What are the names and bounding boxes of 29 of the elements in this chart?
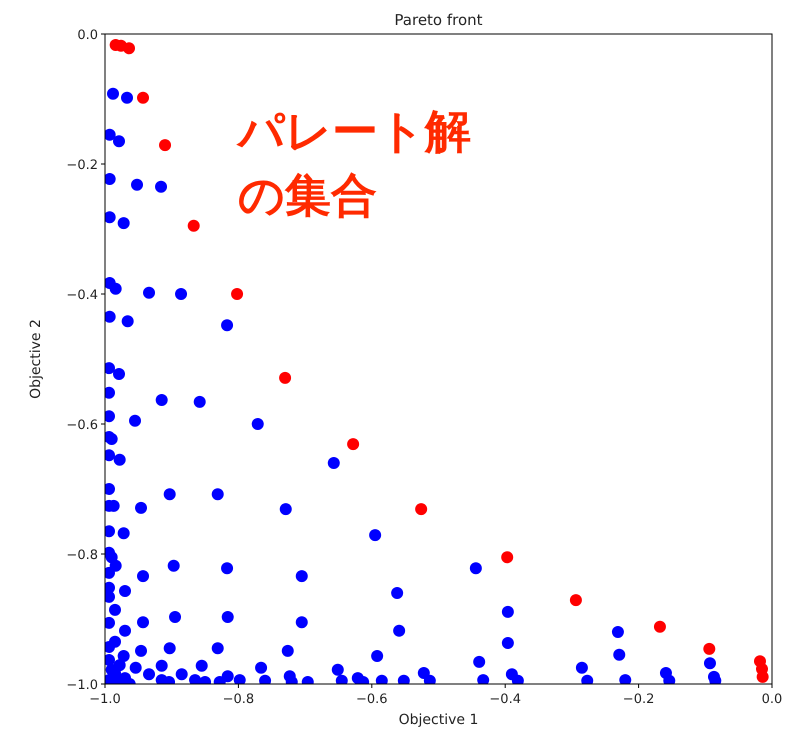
point [501,551,514,564]
annotation: の集合 [238,168,377,222]
point [415,503,428,516]
point [159,139,172,152]
point [654,620,666,633]
y-tick-label: −0.2 [66,158,98,173]
x-tick-label: −1.0 [89,692,121,707]
x-tick-label: −0.8 [222,692,254,707]
x-tick-label: 0.0 [762,692,782,707]
y-tick-label: −1.0 [66,678,98,693]
point [279,372,292,384]
x-tick-label: −0.4 [489,692,521,707]
point [137,92,150,104]
x-tick-label: −0.2 [622,692,654,707]
point [231,288,244,300]
y-tick-label: −0.8 [66,548,98,563]
point [123,42,136,54]
y-axis-title: Objective 2 [28,319,44,399]
point [703,642,716,655]
point [570,594,582,606]
y-tick-label: −0.4 [66,288,98,303]
chart-title: Pareto front [394,11,483,29]
y-tick-label: 0.0 [77,28,98,43]
x-tick-label: −0.6 [356,692,388,707]
annotation: パレート解 [238,104,471,158]
point [347,438,360,450]
y-tick-label: −0.6 [66,418,98,433]
point [188,220,200,232]
x-axis-title: Objective 1 [398,712,478,728]
